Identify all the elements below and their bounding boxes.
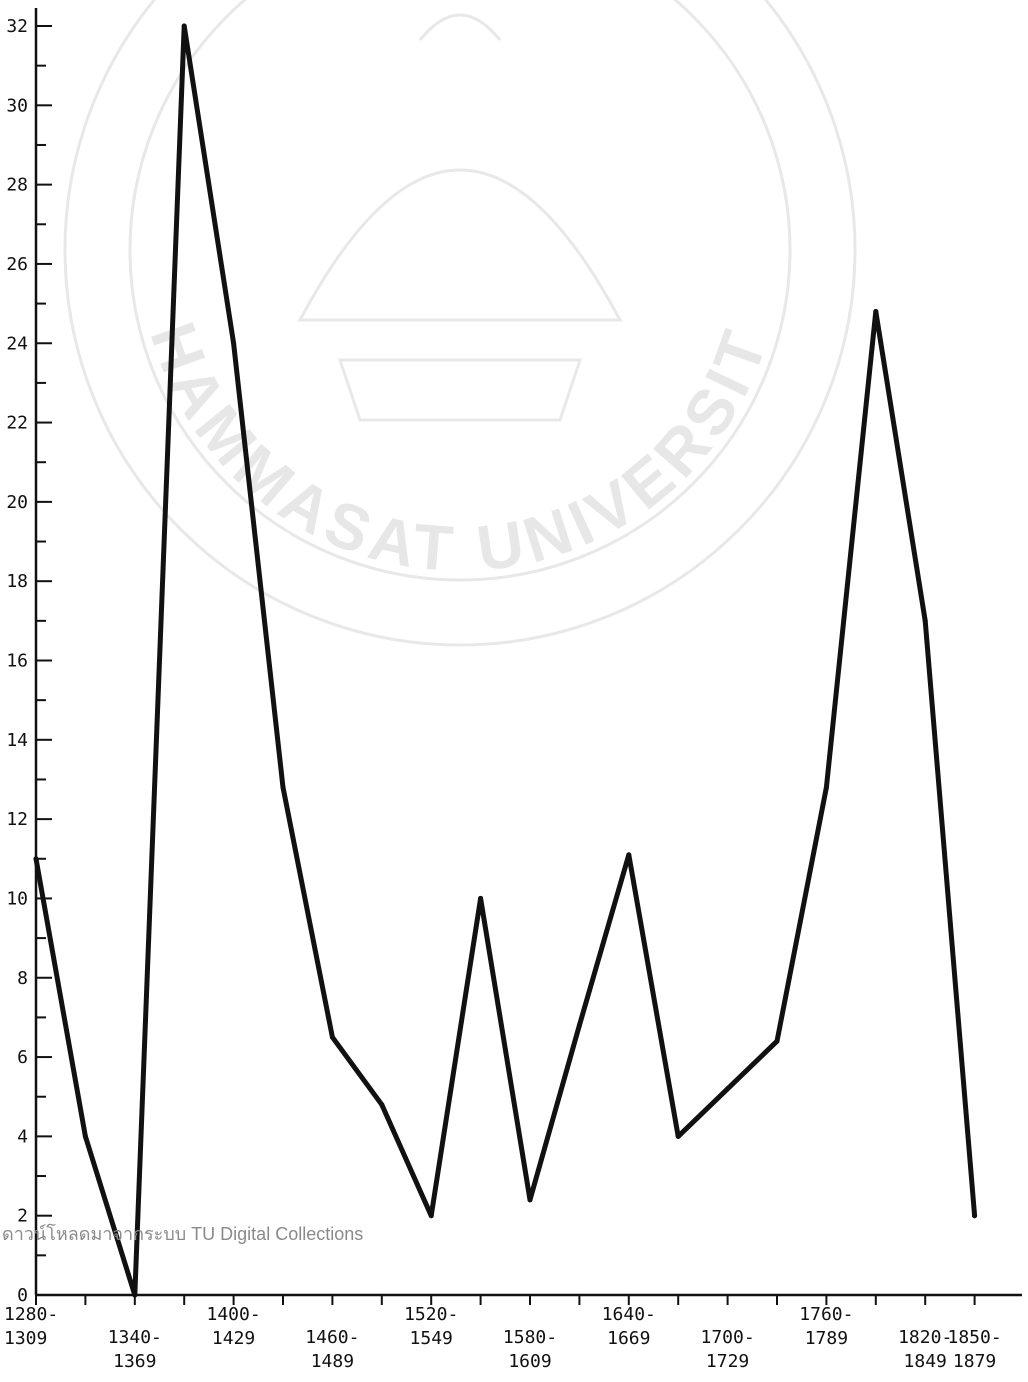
data-point [231, 340, 237, 346]
y-tick-label: 8 [17, 968, 28, 989]
x-tick-label: 1580- [503, 1327, 557, 1348]
x-tick-label: 1850- [948, 1327, 1002, 1348]
y-tick-label: 26 [6, 254, 28, 275]
data-point [428, 1213, 434, 1219]
y-tick-label: 10 [6, 888, 28, 909]
y-tick-label: 4 [17, 1126, 28, 1147]
x-tick-label: 1460- [305, 1327, 359, 1348]
y-tick-label: 30 [6, 95, 28, 116]
x-tick-label: 1700- [701, 1327, 755, 1348]
x-tick-label: 1789 [805, 1328, 848, 1349]
x-tick-label: 1489 [311, 1351, 354, 1372]
download-credit-watermark: ดาวน์โหลดมาจากระบบ TU Digital Collection… [2, 1223, 363, 1244]
y-tick-label: 16 [6, 651, 28, 672]
data-point [280, 784, 286, 790]
data-point [82, 1133, 88, 1139]
data-point [181, 23, 187, 29]
data-point [576, 1022, 582, 1028]
x-tick-label: 1640- [602, 1304, 656, 1325]
y-tick-label: 22 [6, 413, 28, 434]
data-point [972, 1213, 978, 1219]
x-tick-label: 1429 [212, 1328, 255, 1349]
data-point [922, 618, 928, 624]
series-line [33, 23, 978, 1298]
university-seal-watermark: THAMMASAT UNIVERSITY [0, 0, 857, 647]
y-tick-label: 12 [6, 809, 28, 830]
x-tick-label: 1609 [508, 1351, 551, 1372]
y-tick-label: 20 [6, 492, 28, 513]
x-tick-label: 1369 [113, 1351, 156, 1372]
y-tick-label: 0 [17, 1285, 28, 1306]
y-tick-label: 18 [6, 571, 28, 592]
y-tick-label: 24 [6, 333, 28, 354]
x-tick-label: 1340- [108, 1327, 162, 1348]
data-point [527, 1197, 533, 1203]
x-tick-label: 1879 [953, 1351, 996, 1372]
x-tick-label: 1309 [4, 1328, 47, 1349]
x-tick-label: 1280- [4, 1304, 58, 1325]
data-point [478, 895, 484, 901]
x-tick-label: 1849 [904, 1351, 947, 1372]
seal-lettering: THAMMASAT UNIVERSITY [0, 0, 782, 585]
y-tick-label: 6 [17, 1047, 28, 1068]
x-tick-label: 1400- [207, 1304, 261, 1325]
x-tick-label: 1669 [607, 1328, 650, 1349]
data-point [675, 1133, 681, 1139]
y-tick-label: 2 [17, 1206, 28, 1227]
x-axis-ticks: 1280- 1309 1340- 1369 1400- 1429 1460- 1489 1520… [4, 1295, 1002, 1372]
data-point [823, 784, 829, 790]
data-point [132, 1292, 138, 1298]
x-tick-label: 1760- [799, 1304, 853, 1325]
y-tick-label: 28 [6, 175, 28, 196]
data-point [379, 1102, 385, 1108]
data-point [873, 309, 879, 315]
data-point [329, 1034, 335, 1040]
data-point [774, 1038, 780, 1044]
x-tick-label: 1520- [404, 1304, 458, 1325]
x-tick-label: 1549 [410, 1328, 453, 1349]
axes [34, 8, 1022, 1297]
x-tick-label: 1729 [706, 1351, 749, 1372]
y-tick-label: 14 [6, 730, 28, 751]
series-line-group [33, 23, 978, 1298]
data-point [725, 1086, 731, 1092]
data-point [626, 852, 632, 858]
data-point [33, 856, 39, 862]
y-tick-label: 32 [6, 16, 28, 37]
x-tick-label: 1820- [898, 1327, 952, 1348]
